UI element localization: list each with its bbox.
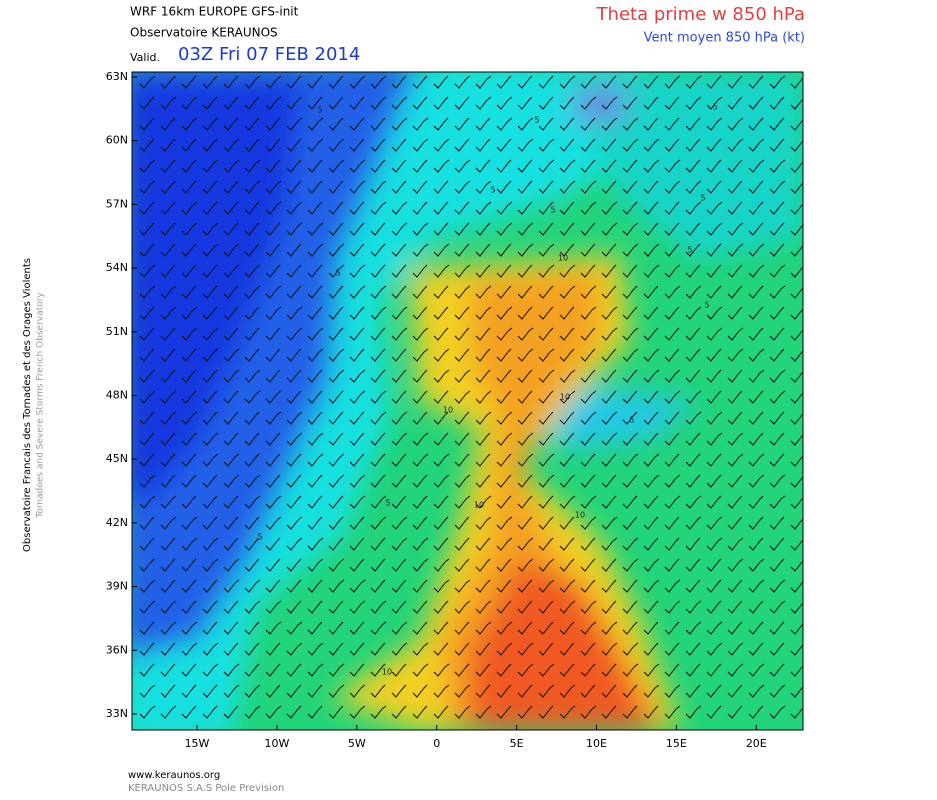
lon-label: 5E <box>510 737 524 750</box>
lat-label: 54N <box>106 261 128 274</box>
contour-label: 5 <box>385 499 390 508</box>
lat-label: 63N <box>106 70 128 83</box>
side-french: Observatoire Francais des Tornades et de… <box>22 258 33 552</box>
side-labels: Observatoire Francais des Tornades et de… <box>22 258 46 552</box>
footer-company: KERAUNOS S.A.S Pole Prevision <box>128 783 284 794</box>
lat-label: 39N <box>106 580 128 593</box>
map-labels: 63N 60N 57N 54N 51N 48N 45N 42N 39N 36N 33N 15W 10W 5… <box>106 70 767 750</box>
model: WRF 16km EUROPE GFS-init <box>130 5 299 19</box>
contour-label: 10 <box>474 501 484 510</box>
lon-label: 20E <box>746 737 767 750</box>
observatory: Observatoire KERAUNOS <box>130 26 278 40</box>
footer-site: www.keraunos.org <box>128 770 220 781</box>
contour-label: 10 <box>443 406 453 415</box>
footer: www.keraunos.org KERAUNOS S.A.S Pole Pre… <box>128 770 284 794</box>
contour-label: 10 <box>558 254 568 263</box>
wind-title: Vent moyen 850 hPa (kt) <box>644 31 805 46</box>
header: WRF 16km EUROPE GFS-init Observatoire KE… <box>130 4 805 65</box>
field-blobs <box>132 72 803 730</box>
lon-label: 15W <box>185 737 210 750</box>
contour-label: 5 <box>335 269 340 278</box>
map-frame <box>131 71 804 731</box>
map-field <box>132 72 803 730</box>
contour-label: 10 <box>560 393 570 402</box>
lon-label: 10E <box>586 737 607 750</box>
lon-label: 0 <box>433 737 440 750</box>
lon-label: 5W <box>348 737 366 750</box>
parameter: Theta prime w 850 hPa <box>596 4 805 25</box>
lat-label: 51N <box>106 325 128 338</box>
lat-label: 60N <box>106 134 128 147</box>
contour-label: 10 <box>382 668 392 677</box>
lat-label: 36N <box>106 643 128 656</box>
contour-label: 5 <box>687 246 692 255</box>
lat-label: 57N <box>106 197 128 210</box>
contour-label: 10 <box>575 511 585 520</box>
valid-time: 03Z Fri 07 FEB 2014 <box>178 44 360 65</box>
contour-label: 5 <box>704 301 709 310</box>
contour-label: 5 <box>550 206 555 215</box>
contour-label: 5 <box>317 106 322 115</box>
lon-label: 15E <box>666 737 687 750</box>
wind-barbs <box>139 75 803 719</box>
contour-label: 5 <box>700 194 705 203</box>
contour-label: 5 <box>257 533 262 542</box>
valid-prefix: Valid. <box>130 51 160 64</box>
lon-label: 10W <box>264 737 289 750</box>
lat-label: 45N <box>106 452 128 465</box>
lat-label: 42N <box>106 516 128 529</box>
lat-label: 33N <box>106 707 128 720</box>
lat-label: 48N <box>106 389 128 402</box>
contour-label: 5 <box>629 416 634 425</box>
side-english: Tornadoes and Severe Storms French Obser… <box>36 292 46 519</box>
contour-label: 5 <box>534 116 539 125</box>
contour-label: 5 <box>712 103 717 112</box>
contour-label: 5 <box>490 186 495 195</box>
